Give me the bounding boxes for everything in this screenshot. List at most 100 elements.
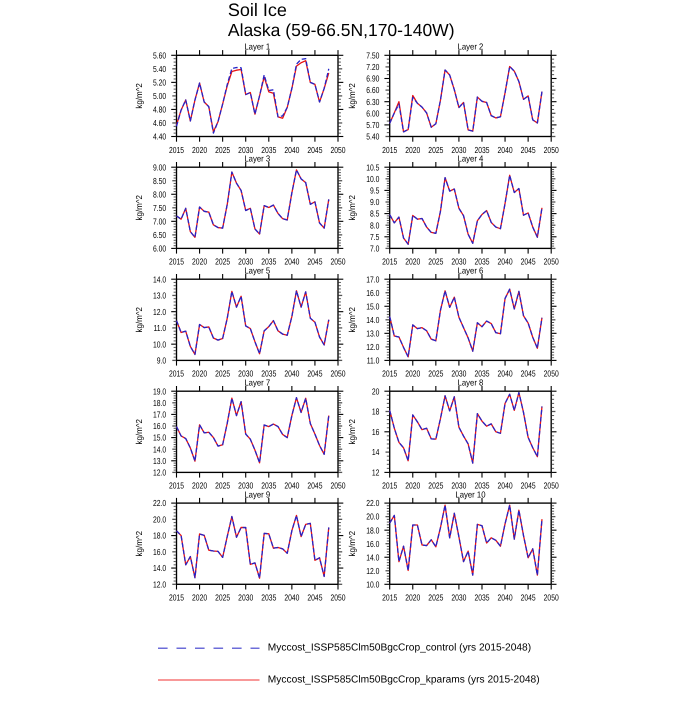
svg-text:2030: 2030: [238, 145, 253, 155]
svg-text:2045: 2045: [307, 145, 322, 155]
svg-text:2025: 2025: [428, 145, 443, 155]
svg-text:9.00: 9.00: [153, 162, 166, 172]
svg-text:2040: 2040: [284, 593, 299, 603]
svg-text:13.0: 13.0: [153, 456, 166, 466]
svg-text:2045: 2045: [521, 257, 536, 267]
svg-text:2015: 2015: [382, 145, 397, 155]
svg-text:19.0: 19.0: [153, 386, 166, 396]
svg-text:2020: 2020: [192, 369, 207, 379]
svg-text:5.40: 5.40: [366, 132, 379, 142]
svg-text:2050: 2050: [544, 593, 559, 603]
svg-text:4.40: 4.40: [153, 132, 166, 142]
svg-text:Layer 5: Layer 5: [244, 265, 270, 275]
svg-text:20.0: 20.0: [366, 512, 379, 522]
svg-text:Layer 2: Layer 2: [458, 42, 484, 52]
svg-text:2035: 2035: [474, 481, 489, 491]
svg-text:2035: 2035: [261, 481, 276, 491]
svg-text:2050: 2050: [330, 145, 345, 155]
svg-text:2035: 2035: [261, 593, 276, 603]
svg-text:Myccost_ISSP585Clm50BgcCrop_co: Myccost_ISSP585Clm50BgcCrop_control (yrs…: [268, 643, 531, 654]
svg-text:12.0: 12.0: [366, 566, 379, 576]
svg-text:kg/m^2: kg/m^2: [134, 83, 144, 109]
svg-text:Layer 10: Layer 10: [455, 489, 485, 499]
svg-text:Layer 1: Layer 1: [244, 42, 270, 52]
svg-text:2035: 2035: [474, 593, 489, 603]
svg-text:14.0: 14.0: [153, 563, 166, 573]
svg-text:6.90: 6.90: [366, 74, 379, 84]
svg-text:2040: 2040: [284, 257, 299, 267]
svg-text:14: 14: [372, 447, 380, 457]
svg-text:22.0: 22.0: [366, 498, 379, 508]
svg-text:2045: 2045: [307, 481, 322, 491]
svg-text:13.0: 13.0: [153, 291, 166, 301]
svg-text:5.70: 5.70: [366, 120, 379, 130]
svg-text:2040: 2040: [498, 257, 513, 267]
svg-text:15.0: 15.0: [153, 433, 166, 443]
svg-text:14.0: 14.0: [366, 315, 379, 325]
svg-text:2035: 2035: [474, 369, 489, 379]
svg-text:10.5: 10.5: [366, 162, 379, 172]
svg-text:kg/m^2: kg/m^2: [134, 307, 144, 333]
svg-text:Layer 7: Layer 7: [244, 377, 270, 387]
svg-text:Layer 6: Layer 6: [458, 265, 484, 275]
svg-text:9.0: 9.0: [370, 197, 380, 207]
svg-text:2035: 2035: [474, 257, 489, 267]
svg-text:8.50: 8.50: [153, 176, 166, 186]
svg-text:kg/m^2: kg/m^2: [347, 83, 357, 109]
svg-text:kg/m^2: kg/m^2: [347, 531, 357, 557]
svg-text:18.0: 18.0: [153, 531, 166, 541]
svg-text:6.00: 6.00: [153, 244, 166, 254]
svg-text:18.0: 18.0: [153, 398, 166, 408]
svg-text:2030: 2030: [238, 369, 253, 379]
svg-text:18: 18: [372, 407, 380, 417]
svg-text:4.80: 4.80: [153, 105, 166, 115]
svg-text:2015: 2015: [169, 369, 184, 379]
svg-text:2045: 2045: [521, 593, 536, 603]
svg-text:2020: 2020: [192, 481, 207, 491]
svg-text:2035: 2035: [474, 145, 489, 155]
svg-text:Alaska (59-66.5N,170-140W): Alaska (59-66.5N,170-140W): [228, 20, 455, 40]
svg-text:2015: 2015: [169, 257, 184, 267]
svg-text:16.0: 16.0: [366, 539, 379, 549]
svg-text:2045: 2045: [521, 481, 536, 491]
svg-text:2030: 2030: [451, 257, 466, 267]
svg-text:2040: 2040: [498, 369, 513, 379]
svg-text:13.0: 13.0: [366, 328, 379, 338]
svg-text:2045: 2045: [307, 593, 322, 603]
svg-text:2040: 2040: [284, 369, 299, 379]
svg-text:2040: 2040: [284, 481, 299, 491]
svg-text:2040: 2040: [498, 145, 513, 155]
svg-text:kg/m^2: kg/m^2: [134, 419, 144, 445]
svg-text:Layer 4: Layer 4: [458, 153, 484, 163]
svg-text:15.0: 15.0: [366, 301, 379, 311]
svg-text:2035: 2035: [261, 145, 276, 155]
svg-text:7.0: 7.0: [370, 244, 380, 254]
svg-text:2045: 2045: [307, 369, 322, 379]
svg-text:2030: 2030: [238, 257, 253, 267]
svg-text:2035: 2035: [261, 369, 276, 379]
svg-text:2025: 2025: [428, 481, 443, 491]
svg-text:17.0: 17.0: [153, 410, 166, 420]
svg-text:2050: 2050: [544, 145, 559, 155]
svg-text:17.0: 17.0: [366, 274, 379, 284]
svg-text:12.0: 12.0: [153, 307, 166, 317]
svg-text:16: 16: [372, 427, 380, 437]
svg-text:kg/m^2: kg/m^2: [347, 419, 357, 445]
svg-text:Myccost_ISSP585Clm50BgcCrop_kp: Myccost_ISSP585Clm50BgcCrop_kparams (yrs…: [268, 675, 540, 686]
svg-text:8.0: 8.0: [370, 220, 380, 230]
svg-text:2025: 2025: [428, 257, 443, 267]
svg-text:6.30: 6.30: [366, 97, 379, 107]
svg-text:2015: 2015: [169, 593, 184, 603]
svg-text:2050: 2050: [330, 369, 345, 379]
svg-text:12.0: 12.0: [366, 342, 379, 352]
svg-text:Layer 9: Layer 9: [244, 489, 270, 499]
svg-text:2045: 2045: [521, 369, 536, 379]
svg-text:4.60: 4.60: [153, 118, 166, 128]
svg-text:kg/m^2: kg/m^2: [347, 195, 357, 221]
svg-text:2015: 2015: [169, 481, 184, 491]
svg-text:2015: 2015: [169, 145, 184, 155]
svg-text:6.00: 6.00: [366, 108, 379, 118]
svg-text:2030: 2030: [451, 481, 466, 491]
svg-text:2030: 2030: [238, 593, 253, 603]
svg-text:2020: 2020: [405, 593, 420, 603]
